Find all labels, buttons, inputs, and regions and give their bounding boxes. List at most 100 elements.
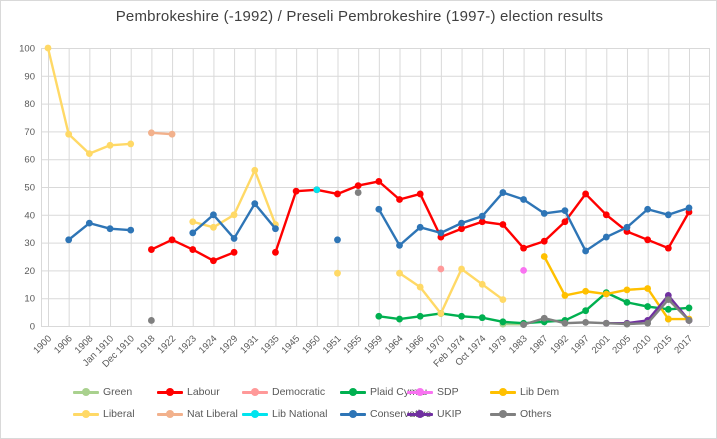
legend-label: Conservative xyxy=(370,408,432,420)
series-nat-liberal xyxy=(147,129,176,138)
svg-text:1935: 1935 xyxy=(259,333,282,356)
svg-text:10: 10 xyxy=(24,294,35,305)
legend-item-democratic: Democratic xyxy=(242,385,340,399)
data-point xyxy=(106,141,114,149)
data-point xyxy=(230,235,238,242)
svg-text:50: 50 xyxy=(24,183,35,194)
data-point xyxy=(416,283,424,291)
svg-text:1959: 1959 xyxy=(362,333,385,356)
data-point xyxy=(354,189,362,196)
series-others xyxy=(147,189,693,329)
legend-label: Green xyxy=(103,386,133,398)
data-point xyxy=(272,225,279,233)
legend-label: SDP xyxy=(437,386,459,398)
data-point xyxy=(644,285,652,292)
svg-text:1931: 1931 xyxy=(238,333,261,356)
gridlines xyxy=(41,48,710,327)
legend-marker-icon xyxy=(407,385,433,399)
svg-text:60: 60 xyxy=(24,155,35,166)
data-point xyxy=(354,182,362,190)
legend-label: Others xyxy=(520,408,552,420)
data-point xyxy=(168,236,176,244)
legend-label: Plaid Cymru xyxy=(370,386,428,398)
svg-text:40: 40 xyxy=(24,210,35,221)
svg-text:1945: 1945 xyxy=(280,333,303,356)
data-point xyxy=(520,244,527,252)
svg-text:2015: 2015 xyxy=(652,333,675,356)
data-point xyxy=(396,269,403,277)
svg-text:1992: 1992 xyxy=(548,333,571,356)
legend-marker-icon xyxy=(73,385,99,399)
data-point xyxy=(561,292,569,299)
data-point xyxy=(251,166,259,174)
legend-item-others: Others xyxy=(490,407,673,421)
svg-text:20: 20 xyxy=(24,266,35,277)
legend-label: Labour xyxy=(187,386,220,398)
data-point xyxy=(313,186,321,194)
data-point xyxy=(623,223,631,231)
data-point xyxy=(664,244,672,252)
data-point xyxy=(582,287,590,295)
svg-text:1906: 1906 xyxy=(52,333,75,356)
data-point xyxy=(561,207,569,215)
data-point xyxy=(230,248,238,256)
data-point xyxy=(561,319,569,327)
series-sdp xyxy=(520,267,527,274)
svg-text:1923: 1923 xyxy=(176,333,199,356)
data-point xyxy=(644,319,652,327)
svg-text:1900: 1900 xyxy=(31,333,54,356)
legend-label: Lib Dem xyxy=(520,386,560,398)
legend-marker-icon xyxy=(242,407,268,421)
data-point xyxy=(458,265,465,273)
data-point xyxy=(375,312,383,320)
data-point xyxy=(210,223,217,231)
legend-marker-icon xyxy=(242,385,268,399)
data-point xyxy=(437,310,445,317)
svg-text:1922: 1922 xyxy=(155,333,178,356)
svg-text:1929: 1929 xyxy=(217,333,240,356)
data-point xyxy=(272,248,279,256)
data-point xyxy=(623,298,631,306)
data-point xyxy=(189,218,197,226)
svg-text:1983: 1983 xyxy=(507,333,530,356)
series-lib-national xyxy=(313,186,321,194)
data-point xyxy=(127,140,135,148)
legend-item-nat-liberal: Nat Liberal xyxy=(157,407,242,421)
data-point xyxy=(396,315,403,323)
data-point xyxy=(540,314,548,322)
svg-text:1924: 1924 xyxy=(197,333,220,356)
data-point xyxy=(685,204,693,212)
legend-label: Democratic xyxy=(272,386,326,398)
legend-label: UKIP xyxy=(437,408,462,420)
data-point xyxy=(147,129,155,137)
legend-item-sdp: SDP xyxy=(407,385,490,399)
data-point xyxy=(540,210,548,217)
svg-text:2010: 2010 xyxy=(631,333,654,356)
data-point xyxy=(520,196,527,203)
data-point xyxy=(147,246,155,253)
chart-legend: Green Labour Democratic Plaid Cymru SDP Lib D… xyxy=(73,385,673,421)
legend-item-ukip: UKIP xyxy=(407,407,490,421)
data-point xyxy=(602,319,610,327)
data-point xyxy=(602,211,610,219)
svg-text:2017: 2017 xyxy=(672,333,695,356)
data-point xyxy=(437,265,445,273)
legend-marker-icon xyxy=(340,407,366,421)
data-point xyxy=(375,178,383,185)
svg-text:1966: 1966 xyxy=(404,333,427,356)
data-point xyxy=(458,219,465,227)
svg-text:1964: 1964 xyxy=(383,333,406,356)
data-point xyxy=(582,318,590,326)
legend-item-liberal: Liberal xyxy=(73,407,157,421)
legend-item-conservative: Conservative xyxy=(340,407,431,421)
legend-marker-icon xyxy=(157,385,183,399)
data-point xyxy=(582,247,590,255)
svg-text:80: 80 xyxy=(24,99,35,110)
data-point xyxy=(478,212,486,220)
legend-label: Lib National xyxy=(272,408,328,420)
data-point xyxy=(540,253,548,260)
legend-marker-icon xyxy=(490,407,516,421)
data-point xyxy=(458,225,465,233)
